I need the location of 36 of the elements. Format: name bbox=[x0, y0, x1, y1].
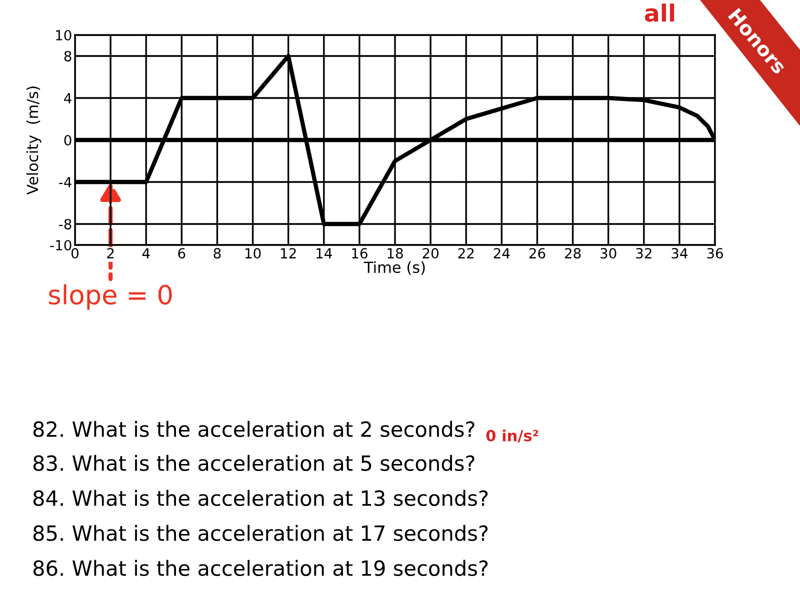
x-tick-label: 6 bbox=[178, 248, 186, 259]
y-tick-label: 10 bbox=[56, 30, 72, 40]
text: 86. What is the acceleration at 19 seconds? bbox=[33, 560, 488, 576]
x-tick-label: 2 bbox=[107, 248, 114, 258]
y-tick-label: 0 bbox=[64, 134, 72, 146]
x-tick-label: 28 bbox=[564, 248, 581, 259]
y-tick-label: -4 bbox=[59, 177, 72, 188]
text: 82. What is the acceleration at 2 seconds? bbox=[33, 420, 474, 438]
x-tick-label: 12 bbox=[281, 248, 296, 258]
text: 83. What is the acceleration at 5 seconds? bbox=[33, 454, 474, 472]
x-tick-label: 32 bbox=[636, 248, 652, 259]
x-axis-title: Time (s) bbox=[364, 261, 425, 275]
x-tick-label: 18 bbox=[388, 248, 403, 259]
x-tick-label: 8 bbox=[214, 248, 221, 259]
x-tick-label: 14 bbox=[316, 248, 332, 258]
y-axis-title: Velocity (m/s) bbox=[26, 86, 42, 195]
x-tick-label: 30 bbox=[600, 248, 616, 259]
x-tick-label: 22 bbox=[458, 248, 474, 258]
x-tick-label: 10 bbox=[245, 248, 261, 259]
x-tick-label: 36 bbox=[707, 248, 723, 259]
y-tick-label: -8 bbox=[59, 218, 72, 230]
text: 85. What is the acceleration at 17 seconds? bbox=[33, 524, 488, 542]
x-tick-label: 4 bbox=[142, 248, 150, 258]
y-tick-label: 4 bbox=[64, 93, 72, 104]
x-tick-label: 26 bbox=[529, 248, 546, 259]
x-tick-label: 20 bbox=[422, 248, 438, 259]
annotation: slope = 0 bbox=[49, 284, 172, 310]
x-tick-label: 34 bbox=[672, 248, 688, 259]
text: 0 in/s² bbox=[486, 430, 538, 443]
x-tick-label: 0 bbox=[71, 248, 78, 259]
x-tick-label: 24 bbox=[494, 248, 510, 258]
y-tick-label: -10 bbox=[50, 240, 72, 250]
text: 84. What is the acceleration at 13 seconds? bbox=[33, 490, 488, 506]
y-tick-label: 8 bbox=[64, 50, 72, 62]
x-tick-label: 16 bbox=[352, 248, 368, 259]
text: all bbox=[644, 4, 674, 22]
